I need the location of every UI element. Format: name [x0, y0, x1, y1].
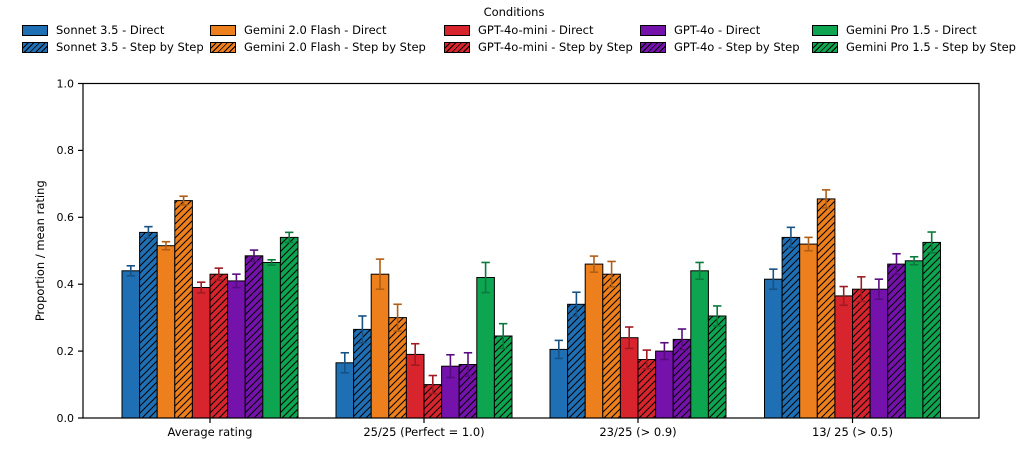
- legend-entry-label: GPT-4o - Direct: [674, 23, 761, 37]
- legend-column: GPT-4o-mini - Direct GPT-4o-mini - Step b…: [444, 22, 633, 56]
- legend-entry-label: Sonnet 3.5 - Step by Step: [56, 40, 204, 54]
- legend-entry: Gemini 2.0 Flash - Step by Step: [210, 39, 426, 55]
- legend-swatch-hatched: [640, 41, 666, 53]
- bar: [852, 288, 871, 419]
- legend-entry-label: GPT-4o-mini - Step by Step: [478, 40, 633, 54]
- bar: [244, 255, 264, 419]
- legend-entry: GPT-4o-mini - Step by Step: [444, 39, 633, 55]
- bar: [764, 278, 783, 419]
- legend-entry: Sonnet 3.5 - Direct: [22, 22, 204, 38]
- legend-entry-label: GPT-4o - Step by Step: [674, 40, 800, 54]
- legend-entry-label: Sonnet 3.5 - Direct: [56, 23, 165, 37]
- y-tick-label: 0.6: [57, 211, 75, 224]
- bar: [191, 287, 211, 419]
- legend-entry: Gemini 2.0 Flash - Direct: [210, 22, 426, 38]
- x-tick-label: Average rating: [168, 425, 253, 439]
- legend-column: Gemini Pro 1.5 - Direct Gemini Pro 1.5 - …: [812, 22, 1016, 56]
- y-tick-label: 0.2: [57, 345, 75, 358]
- axes-frame: [82, 82, 980, 419]
- legend-swatch-hatched: [210, 41, 236, 53]
- bar: [869, 288, 889, 419]
- bar: [690, 270, 709, 419]
- legend-entry: GPT-4o - Step by Step: [640, 39, 800, 55]
- legend-entry-label: Gemini Pro 1.5 - Direct: [846, 23, 977, 37]
- legend: Conditions Sonnet 3.5 - Direct Sonnet 3.5…: [0, 0, 1028, 62]
- legend-entry-label: Gemini 2.0 Flash - Step by Step: [244, 40, 426, 54]
- bar: [655, 350, 674, 419]
- bar: [156, 245, 176, 419]
- legend-entry-label: GPT-4o-mini - Direct: [478, 23, 594, 37]
- bar: [584, 263, 604, 419]
- bar: [834, 295, 854, 419]
- legend-swatch-solid: [812, 24, 838, 36]
- bar: [476, 277, 495, 419]
- legend-swatch-solid: [444, 24, 470, 36]
- bar: [707, 315, 727, 419]
- bar: [279, 236, 299, 419]
- legend-entry: GPT-4o - Direct: [640, 22, 800, 38]
- legend-entry: Gemini Pro 1.5 - Step by Step: [812, 39, 1016, 55]
- legend-column: Gemini 2.0 Flash - Direct Gemini 2.0 Flas…: [210, 22, 426, 56]
- y-tick-label: 0.4: [57, 278, 75, 291]
- bar: [370, 273, 390, 419]
- bar: [781, 236, 801, 419]
- legend-swatch-solid: [640, 24, 666, 36]
- bar: [799, 243, 818, 419]
- bar: [816, 198, 836, 419]
- y-tick-label: 1.0: [57, 77, 75, 90]
- legend-swatch-solid: [210, 24, 236, 36]
- bar: [672, 338, 692, 419]
- legend-entry: Sonnet 3.5 - Step by Step: [22, 39, 204, 55]
- y-tick-label: 0.8: [57, 144, 75, 157]
- legend-swatch-hatched: [444, 41, 470, 53]
- bar: [262, 262, 281, 419]
- x-tick-label: 13/ 25 (> 0.5): [812, 425, 893, 439]
- bar: [388, 317, 407, 419]
- bar: [567, 303, 586, 419]
- legend-entry-label: Gemini 2.0 Flash - Direct: [244, 23, 387, 37]
- legend-column: GPT-4o - Direct GPT-4o - Step by Step: [640, 22, 800, 56]
- y-tick-label: 0.0: [57, 412, 75, 425]
- legend-title: Conditions: [483, 5, 545, 19]
- bar: [602, 273, 621, 419]
- x-tick-label: 25/25 (Perfect = 1.0): [363, 425, 484, 439]
- legend-column: Sonnet 3.5 - Direct Sonnet 3.5 - Step by …: [22, 22, 204, 56]
- bar: [209, 273, 229, 419]
- bar: [549, 348, 569, 419]
- legend-entry: Gemini Pro 1.5 - Direct: [812, 22, 1016, 38]
- bar: [121, 270, 141, 419]
- bar: [227, 280, 246, 419]
- legend-entry: GPT-4o-mini - Direct: [444, 22, 633, 38]
- legend-swatch-hatched: [812, 41, 838, 53]
- legend-entry-label: Gemini Pro 1.5 - Step by Step: [846, 40, 1016, 54]
- legend-swatch-solid: [22, 24, 48, 36]
- bar: [174, 200, 193, 419]
- bar: [904, 260, 924, 419]
- bar: [887, 263, 906, 419]
- bar: [922, 241, 942, 419]
- legend-swatch-hatched: [22, 41, 48, 53]
- x-tick-label: 23/25 (> 0.9): [599, 425, 676, 439]
- bar: [139, 231, 158, 419]
- y-axis-label: Proportion / mean rating: [33, 180, 47, 321]
- bar: [619, 337, 639, 419]
